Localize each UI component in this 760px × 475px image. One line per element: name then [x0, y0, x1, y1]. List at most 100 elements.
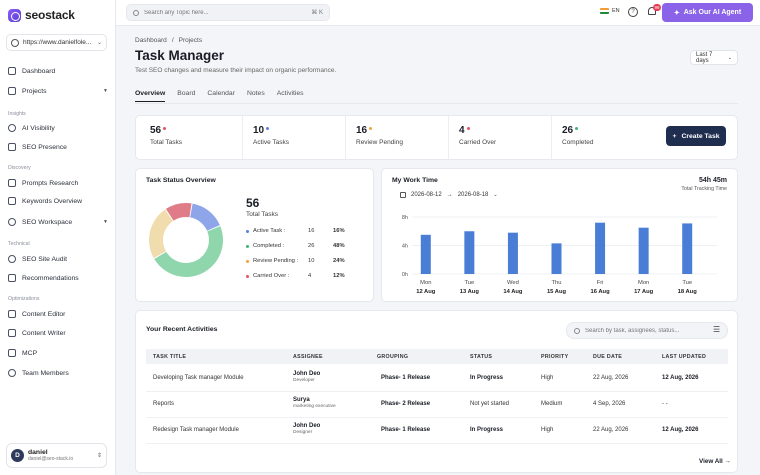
- activities-search[interactable]: [566, 322, 728, 339]
- chevron-down-icon: ⌄: [727, 54, 732, 61]
- language-selector[interactable]: EN: [600, 8, 620, 14]
- brand-logo[interactable]: seostack: [8, 8, 75, 22]
- grouping: Phase- 2 Release: [381, 401, 431, 407]
- table-row[interactable]: Reports Surya marketing executive Phase- …: [146, 392, 728, 418]
- bar: [638, 227, 649, 274]
- help-icon[interactable]: ?: [628, 7, 638, 17]
- sidebar-section-insights: Insights: [8, 111, 26, 117]
- legend-dot: [246, 244, 249, 248]
- tab-calendar[interactable]: Calendar: [207, 90, 235, 97]
- sidebar-item-dashboard[interactable]: Dashboard: [8, 64, 108, 78]
- column-header: ASSIGNEE: [293, 354, 323, 360]
- sidebar-item-mcp[interactable]: MCP: [8, 346, 108, 360]
- legend-count: 16: [308, 228, 315, 234]
- date-range-select[interactable]: Last 7 days ⌄: [690, 50, 738, 65]
- create-task-label: Create Task: [681, 132, 720, 140]
- divider: [551, 116, 552, 159]
- donut-slice-carried-over: [165, 203, 192, 221]
- x-tick-day: Fri: [597, 280, 604, 286]
- x-tick-day: Mon: [638, 280, 649, 286]
- tabs: Overview Board Calendar Notes Activities: [135, 90, 316, 102]
- table-row[interactable]: Redesign Task manager Module John Deo Des…: [146, 418, 728, 444]
- assignee-role: Developer: [293, 378, 315, 383]
- breadcrumb-separator: /: [171, 37, 174, 44]
- table-row[interactable]: Developing Task manager Module John Deo D…: [146, 366, 728, 392]
- user-email: daniel@seo-stack.io: [28, 456, 74, 462]
- x-tick-day: Tue: [464, 280, 474, 286]
- sidebar-item-label: Dashboard: [22, 67, 56, 75]
- workspace-icon: [8, 218, 16, 226]
- filter-icon[interactable]: ☰: [713, 325, 721, 334]
- date-to: 2026-08-18: [457, 192, 489, 198]
- sidebar-item-seo-presence[interactable]: SEO Presence: [8, 140, 108, 154]
- stat-total-tasks: 56 Total Tasks: [150, 125, 182, 146]
- x-tick-day: Thu: [552, 280, 562, 286]
- stat-review-pending: 16 Review Pending: [356, 125, 403, 146]
- status: Not yet started: [470, 401, 510, 407]
- sidebar-item-label: Keywords Overview: [22, 197, 83, 205]
- notifications-button[interactable]: 99: [648, 4, 661, 17]
- column-header: TASK TITLE: [153, 354, 187, 360]
- legend-count: 10: [308, 258, 315, 264]
- status-dot: [369, 127, 373, 130]
- donut-slice-review-pending: [149, 209, 173, 259]
- sidebar-item-keywords-overview[interactable]: Keywords Overview: [8, 194, 108, 208]
- global-search[interactable]: ⌘ K: [126, 4, 330, 21]
- caret-down-icon: ▼: [103, 219, 108, 225]
- sidebar: seostack https://www.danielfole... ⌄ Das…: [0, 0, 116, 475]
- tab-notes[interactable]: Notes: [246, 90, 265, 97]
- date-range-value: Last 7 days: [696, 51, 713, 64]
- create-task-button[interactable]: + Create Task: [666, 126, 726, 146]
- list-icon: [8, 274, 16, 282]
- status-donut-chart: [149, 203, 223, 277]
- sidebar-item-seo-site-audit[interactable]: SEO Site Audit: [8, 252, 108, 266]
- edit-icon: [8, 310, 16, 318]
- pen-icon: [8, 179, 16, 187]
- sidebar-item-content-editor[interactable]: Content Editor: [8, 307, 108, 321]
- stat-label: Carried Over: [459, 139, 497, 146]
- x-tick-date: 14 Aug: [503, 289, 523, 295]
- chart-icon: [8, 143, 16, 151]
- view-all-link[interactable]: View All →: [699, 458, 731, 465]
- sidebar-item-team-members[interactable]: Team Members: [8, 366, 108, 380]
- site-selector-value: https://www.danielfole...: [23, 39, 92, 46]
- status: In Progress: [470, 427, 504, 433]
- legend-item-completed: Completed : 26 48%: [246, 243, 348, 249]
- y-tick-label: 8h: [402, 215, 408, 221]
- activities-search-input[interactable]: [585, 327, 720, 334]
- sidebar-section-optimizations: Optimizations: [8, 296, 40, 302]
- sidebar-item-prompts-research[interactable]: Prompts Research: [8, 176, 108, 190]
- sidebar-item-content-writer[interactable]: Content Writer: [8, 326, 108, 340]
- sidebar-item-label: Team Members: [22, 369, 69, 377]
- sidebar-section-technical: Technical: [8, 241, 30, 247]
- sparkle-icon: [8, 124, 16, 132]
- sidebar-item-projects[interactable]: Projects ▼: [8, 84, 108, 98]
- tab-overview[interactable]: Overview: [135, 90, 166, 102]
- tab-activities[interactable]: Activities: [276, 90, 304, 97]
- chevron-updown-icon: ⇕: [96, 453, 102, 459]
- breadcrumb-projects[interactable]: Projects: [178, 37, 203, 44]
- sidebar-item-seo-workspace[interactable]: SEO Workspace ▼: [8, 215, 108, 229]
- breadcrumb-dashboard[interactable]: Dashboard: [135, 37, 167, 44]
- search-input[interactable]: [144, 9, 307, 16]
- due-date: 22 Aug, 2026: [593, 427, 629, 433]
- legend-pct: 16%: [333, 228, 345, 234]
- ask-ai-agent-button[interactable]: ✦ Ask Our AI Agent: [662, 3, 753, 22]
- column-header: DUE DATE: [593, 354, 623, 360]
- globe-icon: [11, 38, 19, 47]
- user-menu[interactable]: D daniel daniel@seo-stack.io ⇕: [6, 443, 107, 468]
- sidebar-item-ai-visibility[interactable]: AI Visibility: [8, 121, 108, 135]
- sidebar-item-label: Prompts Research: [22, 179, 79, 187]
- sidebar-item-recommendations[interactable]: Recommendations: [8, 271, 108, 285]
- divider: [242, 116, 243, 159]
- bell-icon: [648, 7, 656, 15]
- site-selector[interactable]: https://www.danielfole... ⌄: [6, 34, 107, 51]
- table-header: TASK TITLE ASSIGNEE GROUPING STATUS PRIO…: [146, 349, 728, 364]
- stat-value: 4: [459, 125, 465, 136]
- date-range-picker[interactable]: 2026-08-12 → 2026-08-18 ⌄: [400, 192, 498, 198]
- status-dot: [266, 127, 270, 130]
- task-title: Reports: [153, 401, 175, 407]
- donut-total-label: Total Tasks: [246, 211, 279, 218]
- divider: [345, 116, 346, 159]
- tab-board[interactable]: Board: [177, 90, 196, 97]
